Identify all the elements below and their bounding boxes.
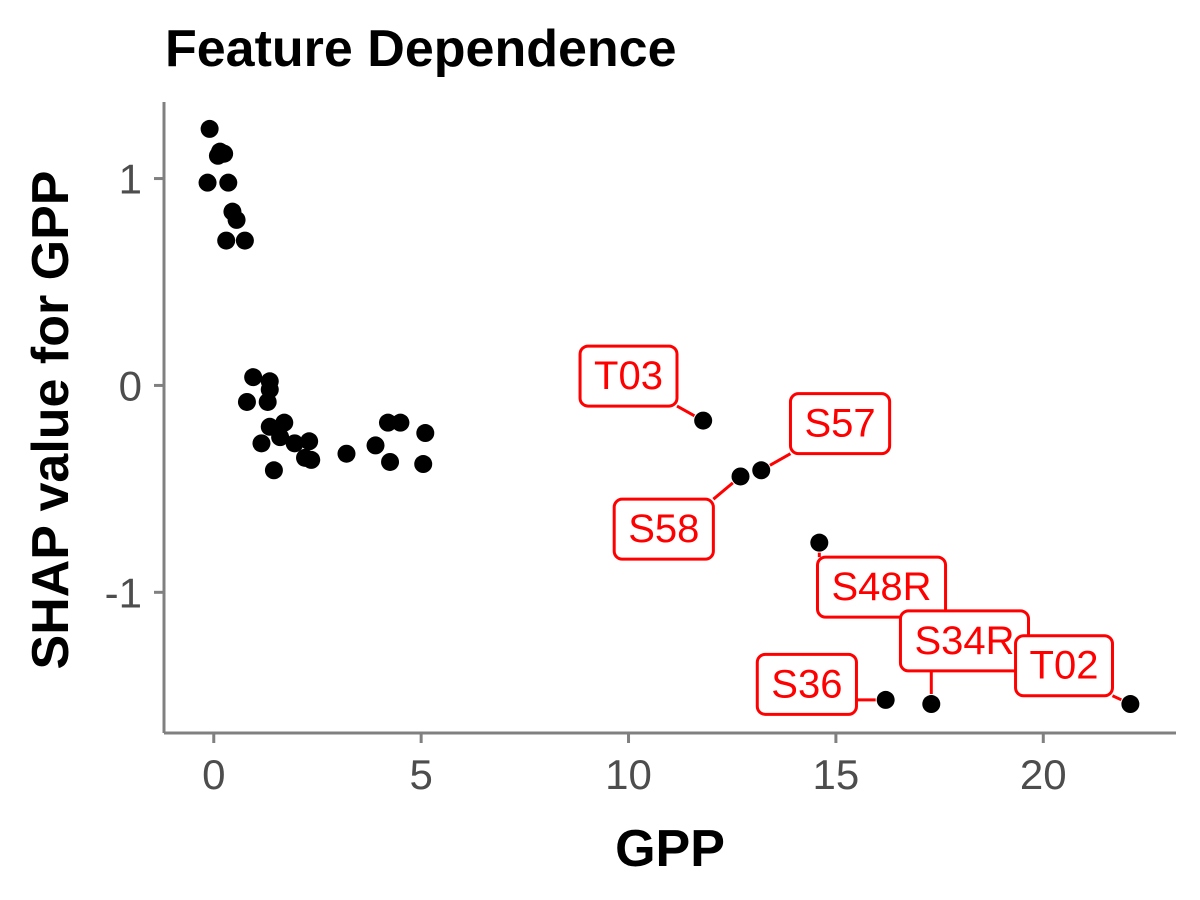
- data-point: [217, 231, 236, 250]
- x-axis-title: GPP: [615, 820, 725, 878]
- x-tick-label: 10: [605, 751, 652, 798]
- data-point: [366, 436, 385, 455]
- data-point: [219, 173, 238, 192]
- label-text: S36: [771, 662, 842, 706]
- x-tick-label: 20: [1020, 751, 1067, 798]
- point-labels: T03 S57 S58 S48R S34R S36 T02: [578, 344, 1114, 716]
- data-point: [258, 392, 277, 411]
- label-t03: T03: [578, 344, 679, 408]
- data-point: [235, 231, 254, 250]
- data-point: [416, 424, 435, 443]
- data-point: [227, 210, 246, 229]
- label-s34r: S34R: [898, 609, 1031, 673]
- label-text: S58: [628, 507, 699, 551]
- label-s48r: S48R: [815, 555, 948, 619]
- data-point: [237, 392, 256, 411]
- label-t02: T02: [1014, 634, 1114, 698]
- label-box: [578, 344, 679, 408]
- y-tick-label: 0: [119, 362, 142, 409]
- data-point-s34r: [922, 695, 941, 714]
- data-points: [198, 119, 1140, 714]
- leader-line-t03: [676, 404, 696, 418]
- data-point: [391, 413, 410, 432]
- y-tick-label: 1: [119, 156, 142, 203]
- chart-title: Feature Dependence: [165, 20, 677, 78]
- data-point: [275, 413, 294, 432]
- y-tick-label: -1: [105, 569, 142, 616]
- data-point: [271, 428, 290, 447]
- leader-lines: [676, 404, 1122, 702]
- label-text: T03: [594, 354, 663, 398]
- leader-line-s57: [769, 452, 792, 467]
- data-point-s58: [731, 467, 750, 486]
- axes: 0 5 10 15 20 -1 0 1: [105, 102, 1176, 798]
- data-point: [198, 173, 217, 192]
- data-point-s57: [752, 461, 771, 480]
- data-point: [285, 434, 304, 453]
- label-box: [612, 497, 715, 561]
- label-text: S48R: [831, 565, 931, 609]
- data-point: [264, 461, 283, 480]
- data-point-t02: [1121, 695, 1140, 714]
- x-tick-label: 5: [409, 751, 432, 798]
- data-point: [300, 432, 319, 451]
- leader-line-s58: [712, 481, 734, 501]
- label-text: S34R: [914, 619, 1014, 663]
- data-point: [414, 455, 433, 474]
- label-box: [815, 555, 948, 619]
- leader-line-t02: [1111, 694, 1122, 702]
- label-text: S57: [804, 402, 875, 446]
- data-point-t03: [694, 411, 713, 430]
- label-box: [755, 652, 858, 716]
- label-s58: S58: [612, 497, 715, 561]
- x-tick-label: 0: [202, 751, 225, 798]
- data-point: [302, 450, 321, 469]
- data-point-s48r: [810, 533, 829, 552]
- data-point: [244, 368, 263, 387]
- data-point: [378, 413, 397, 432]
- x-tick-label: 15: [813, 751, 860, 798]
- label-s36: S36: [755, 652, 858, 716]
- label-box: [788, 392, 892, 456]
- label-box: [1014, 634, 1114, 698]
- label-text: T02: [1030, 644, 1099, 688]
- data-point: [208, 146, 227, 165]
- data-point: [381, 452, 400, 471]
- data-point: [200, 119, 219, 138]
- y-axis-title: SHAP value for GPP: [22, 171, 80, 670]
- data-point: [252, 434, 271, 453]
- data-point-s36: [876, 690, 895, 709]
- data-point: [337, 444, 356, 463]
- label-s57: S57: [788, 392, 892, 456]
